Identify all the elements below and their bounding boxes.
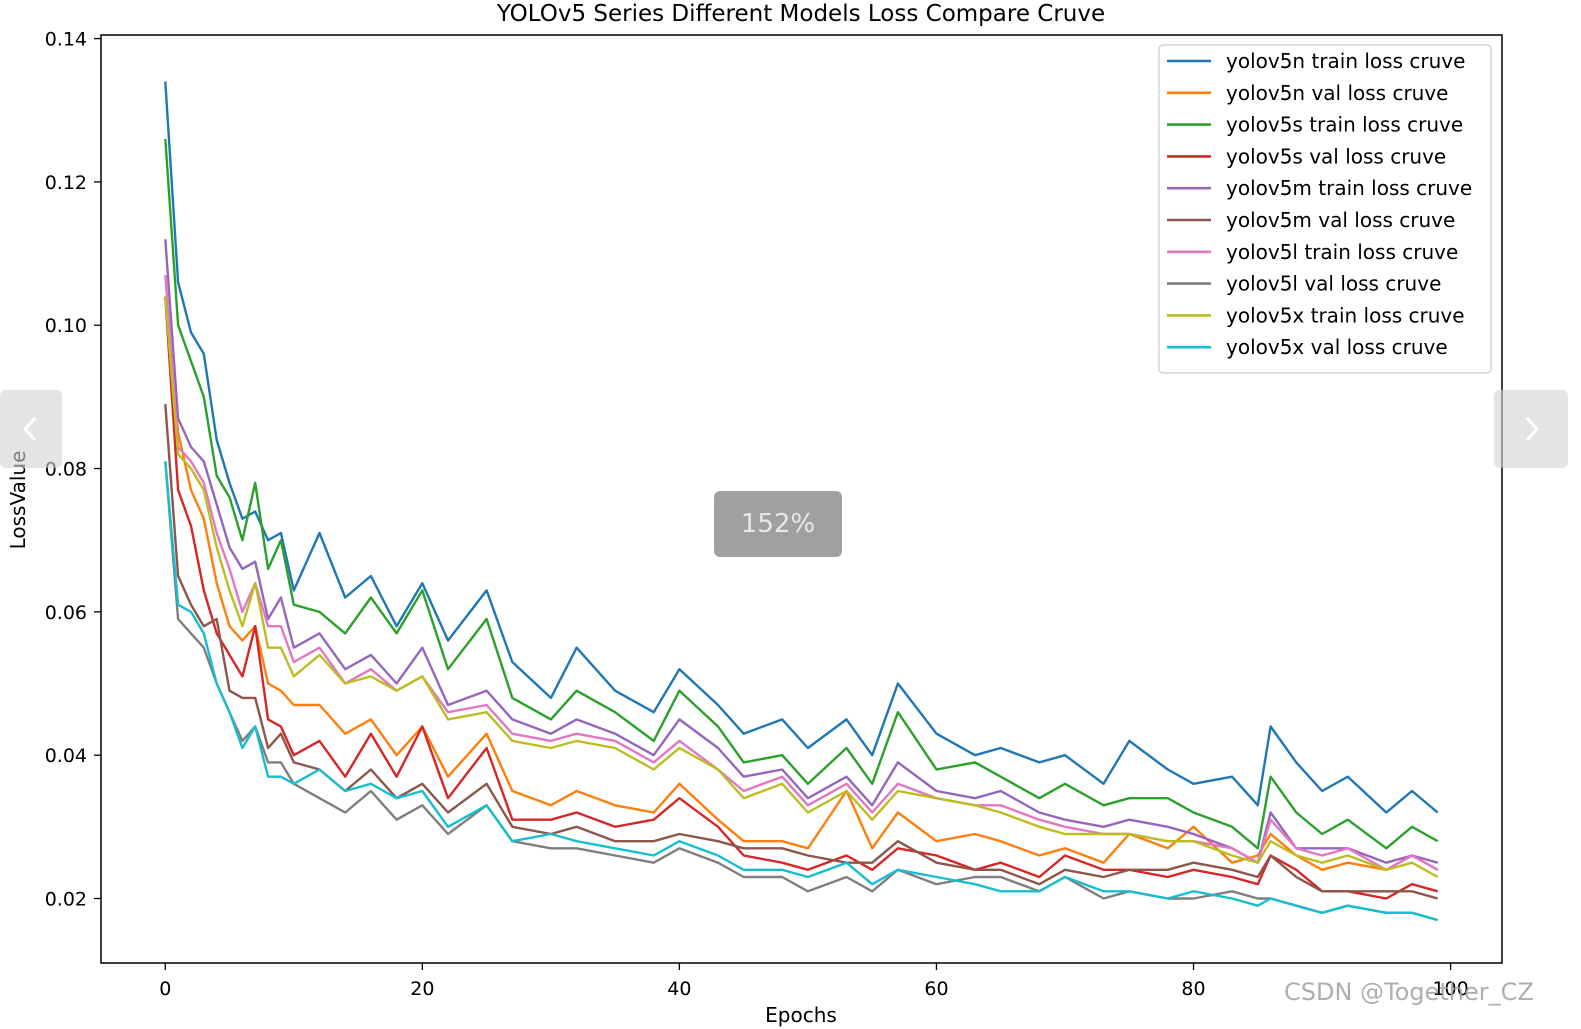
x-tick-label: 80	[1181, 978, 1205, 1000]
y-tick-label: 0.04	[45, 745, 87, 767]
series-line-yolov5n-train	[164, 81, 1439, 814]
legend-label: yolov5s val loss cruve	[1226, 144, 1446, 168]
previous-image-button[interactable]	[0, 390, 62, 468]
x-tick-label: 100	[1432, 978, 1468, 1000]
series-line-yolov5x-val	[164, 461, 1439, 922]
legend-label: yolov5l train loss cruve	[1226, 240, 1458, 264]
y-tick-label: 0.10	[45, 315, 87, 337]
next-image-button[interactable]	[1494, 390, 1568, 468]
legend-label: yolov5x train loss cruve	[1226, 303, 1465, 327]
series-line-yolov5s-train	[164, 138, 1439, 850]
watermark: CSDN @Together_CZ	[1284, 978, 1534, 1006]
x-axis-label: Epochs	[765, 1003, 837, 1027]
legend-label: yolov5n val loss cruve	[1226, 81, 1449, 105]
x-tick-label: 0	[159, 978, 171, 1000]
legend-label: yolov5n train loss cruve	[1226, 49, 1465, 73]
legend-label: yolov5l val loss cruve	[1226, 272, 1441, 296]
zoom-level-badge: 152%	[714, 491, 842, 557]
legend-box	[1158, 44, 1492, 374]
y-tick-label: 0.14	[45, 29, 87, 51]
x-tick-label: 60	[924, 978, 948, 1000]
series-line-yolov5s-val	[164, 296, 1439, 900]
legend-label: yolov5x val loss cruve	[1226, 335, 1448, 359]
y-tick-label: 0.06	[45, 602, 87, 624]
chart-title: YOLOv5 Series Different Models Loss Comp…	[496, 1, 1105, 27]
chevron-right-icon	[1525, 416, 1540, 442]
chevron-left-icon	[22, 416, 37, 442]
y-tick-label: 0.12	[45, 172, 87, 194]
x-tick-label: 40	[667, 978, 691, 1000]
legend-label: yolov5m val loss cruve	[1226, 208, 1455, 232]
series-line-yolov5x-train	[164, 296, 1439, 879]
y-tick-label: 0.02	[45, 889, 87, 911]
series-lines	[164, 81, 1439, 922]
legend-label: yolov5m train loss cruve	[1226, 176, 1472, 200]
series-line-yolov5m-val	[164, 404, 1439, 900]
series-line-yolov5l-val	[164, 461, 1439, 922]
legend-label: yolov5s train loss cruve	[1226, 113, 1463, 137]
plot-frame	[100, 34, 1503, 964]
series-line-yolov5n-val	[164, 296, 1439, 871]
x-tick-label: 20	[410, 978, 434, 1000]
legend: yolov5n train loss cruve yolov5n val loss…	[1158, 44, 1492, 374]
